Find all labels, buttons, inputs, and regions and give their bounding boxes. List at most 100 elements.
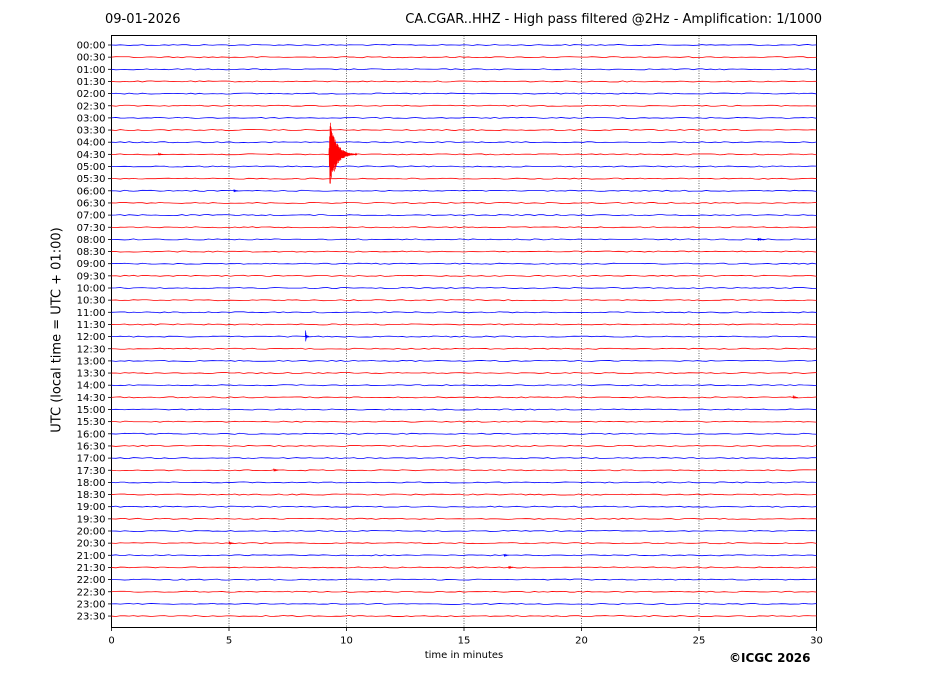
- y-tick-label-1900: 19:00: [77, 502, 106, 513]
- trace-1130: [111, 323, 817, 326]
- trace-0300: [111, 116, 817, 119]
- trace-0230: [111, 104, 817, 107]
- y-tick-label-0500: 05:00: [77, 162, 106, 173]
- trace-1700: [111, 457, 817, 460]
- y-tick-label-1130: 11:30: [77, 320, 106, 331]
- y-tick-label-0600: 06:00: [77, 186, 106, 197]
- trace-1630: [111, 444, 817, 447]
- y-tick-label-0100: 01:00: [77, 65, 106, 76]
- chart-title: CA.CGAR..HHZ - High pass filtered @2Hz -…: [405, 12, 822, 27]
- y-tick-label-2130: 21:30: [77, 563, 106, 574]
- trace-0000: [111, 44, 817, 46]
- y-tick-label-0430: 04:30: [77, 150, 106, 161]
- y-tick-label-0030: 00:30: [77, 53, 106, 64]
- x-tick-label-20: 20: [575, 636, 588, 647]
- y-tick-label-2300: 23:00: [77, 599, 106, 610]
- trace-0830: [111, 250, 817, 253]
- trace-2330: [111, 615, 817, 617]
- y-tick-label-0330: 03:30: [77, 126, 106, 137]
- y-tick-label-1400: 14:00: [77, 381, 106, 392]
- y-tick-label-0400: 04:00: [77, 138, 106, 149]
- y-tick-label-0730: 07:30: [77, 223, 106, 234]
- trace-1330: [111, 372, 817, 374]
- y-tick-label-2000: 20:00: [77, 527, 106, 538]
- y-tick-label-0230: 02:30: [77, 101, 106, 112]
- trace-0530: [111, 177, 817, 180]
- event-0600-7: [233, 189, 239, 193]
- x-tick-label-0: 0: [108, 636, 114, 647]
- x-tick-label-25: 25: [693, 636, 706, 647]
- y-tick-label-0000: 00:00: [77, 41, 106, 52]
- y-tick-label-0700: 07:00: [77, 211, 106, 222]
- event-1730-3: [273, 468, 279, 472]
- y-tick-label-1700: 17:00: [77, 454, 106, 465]
- y-tick-label-1830: 18:30: [77, 490, 106, 501]
- y-tick-label-1430: 14:30: [77, 393, 106, 404]
- trace-1300: [111, 359, 817, 362]
- trace-0500: [111, 165, 817, 168]
- y-tick-label-0900: 09:00: [77, 259, 106, 270]
- event-2130-5: [508, 565, 514, 570]
- y-tick-label-0930: 09:30: [77, 271, 106, 282]
- trace-2230: [111, 590, 817, 593]
- trace-1530: [111, 420, 817, 423]
- trace-0130: [111, 80, 817, 83]
- trace-1100: [111, 311, 817, 314]
- trace-0330: [111, 129, 817, 131]
- event-0430-6: [158, 152, 164, 156]
- trace-1600: [111, 432, 817, 435]
- vertical-grid: [228, 35, 700, 628]
- trace-0730: [111, 226, 817, 229]
- trace-0600: [111, 189, 817, 192]
- y-tick-label-1730: 17:30: [77, 466, 106, 477]
- date-label: 09-01-2026: [105, 12, 181, 27]
- trace-0100: [111, 68, 817, 71]
- y-tick-label-1530: 15:30: [77, 417, 106, 428]
- y-tick-label-1930: 19:30: [77, 514, 106, 525]
- event-1430-8: [792, 395, 798, 399]
- event-1200-1: [305, 330, 310, 342]
- trace-0030: [111, 56, 817, 59]
- trace-1500: [111, 408, 817, 411]
- trace-0400: [111, 141, 817, 144]
- event-2030-9: [228, 541, 234, 545]
- x-tick-label-10: 10: [340, 636, 353, 647]
- y-tick-label-0130: 01:30: [77, 77, 106, 88]
- y-tick-label-0830: 08:30: [77, 247, 106, 258]
- y-tick-label-0530: 05:30: [77, 174, 106, 185]
- trace-2100: [111, 554, 817, 557]
- trace-0430: [111, 153, 817, 156]
- traces-group: [111, 44, 817, 617]
- trace-2130: [111, 566, 817, 569]
- y-tick-label-2230: 22:30: [77, 587, 106, 598]
- y-tick-label-2200: 22:00: [77, 575, 106, 586]
- x-axis-label: time in minutes: [424, 650, 504, 661]
- trace-1430: [111, 396, 817, 399]
- trace-1830: [111, 493, 817, 496]
- trace-1230: [111, 347, 817, 350]
- x-tick-label-30: 30: [810, 636, 823, 647]
- trace-1030: [111, 299, 817, 302]
- y-tick-label-1300: 13:00: [77, 356, 106, 367]
- event-0800-2: [757, 237, 765, 241]
- y-tick-label-2030: 20:30: [77, 539, 106, 550]
- y-tick-label-1000: 10:00: [77, 284, 106, 295]
- trace-0930: [111, 274, 817, 277]
- y-tick-label-2330: 23:30: [77, 612, 106, 623]
- trace-1200: [111, 335, 817, 338]
- trace-1400: [111, 384, 817, 387]
- y-tick-label-0800: 08:00: [77, 235, 106, 246]
- trace-2000: [111, 530, 817, 532]
- y-tick-label-1330: 13:30: [77, 369, 106, 380]
- y-tick-label-0630: 06:30: [77, 198, 106, 209]
- trace-1730: [111, 469, 817, 472]
- event-0430-0: [328, 122, 358, 184]
- copyright-label: ©ICGC 2026: [729, 651, 811, 665]
- trace-1000: [111, 287, 817, 289]
- events-group: [158, 122, 798, 570]
- y-tick-label-1200: 12:00: [77, 332, 106, 343]
- y-tick-label-1500: 15:00: [77, 405, 106, 416]
- event-2100-4: [503, 553, 509, 557]
- y-tick-label-0300: 03:00: [77, 113, 106, 124]
